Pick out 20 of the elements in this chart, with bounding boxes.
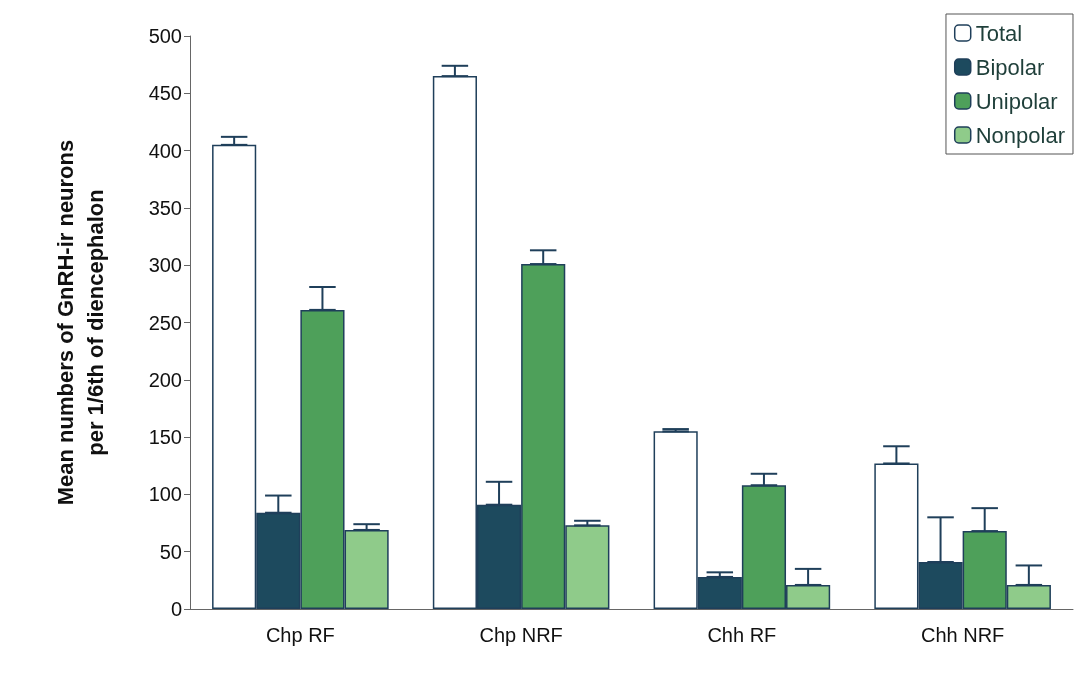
legend-label: Unipolar	[975, 88, 1058, 114]
y-axis-title: Mean numbers of GnRH-ir neurons per 1/6th of diencephalon	[52, 139, 108, 506]
y-tick-label: 0	[170, 598, 182, 620]
y-tick-label: 400	[148, 139, 182, 162]
legend-label: Bipolar	[975, 54, 1045, 80]
y-tick-label: 200	[148, 368, 182, 391]
y-tick-label: 50	[159, 540, 182, 563]
legend-label: Total	[975, 20, 1023, 46]
y-tick-label: 450	[148, 82, 182, 105]
x-tick-label: Chp RF	[265, 624, 335, 646]
y-tick-label: 300	[148, 254, 182, 277]
legend-label: Nonpolar	[975, 122, 1065, 148]
y-tick-label: 500	[148, 25, 182, 47]
y-tick-label: 150	[148, 426, 182, 449]
x-tick-label: Chh NRF	[920, 624, 1005, 646]
y-tick-label: 350	[148, 196, 182, 219]
y-tick-label: 250	[148, 311, 182, 334]
y-tick-label: 100	[148, 483, 182, 506]
x-tick-label: Chp NRF	[479, 624, 563, 646]
x-tick-label: Chh RF	[707, 624, 777, 646]
